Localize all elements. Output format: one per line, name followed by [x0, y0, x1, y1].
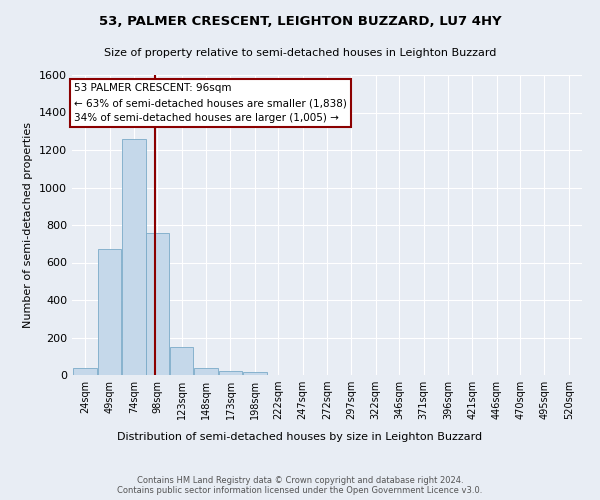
Text: Contains HM Land Registry data © Crown copyright and database right 2024.
Contai: Contains HM Land Registry data © Crown c…: [118, 476, 482, 495]
Bar: [146, 232, 169, 375]
Text: 53 PALMER CRESCENT: 96sqm
← 63% of semi-detached houses are smaller (1,838)
34% : 53 PALMER CRESCENT: 96sqm ← 63% of semi-…: [74, 84, 347, 123]
Text: Distribution of semi-detached houses by size in Leighton Buzzard: Distribution of semi-detached houses by …: [118, 432, 482, 442]
Bar: [170, 347, 193, 375]
Y-axis label: Number of semi-detached properties: Number of semi-detached properties: [23, 122, 34, 328]
Bar: [194, 368, 218, 375]
Bar: [73, 368, 97, 375]
Bar: [98, 250, 121, 375]
Bar: [122, 138, 146, 375]
Text: Size of property relative to semi-detached houses in Leighton Buzzard: Size of property relative to semi-detach…: [104, 48, 496, 58]
Bar: [219, 371, 242, 375]
Bar: [243, 372, 266, 375]
Text: 53, PALMER CRESCENT, LEIGHTON BUZZARD, LU7 4HY: 53, PALMER CRESCENT, LEIGHTON BUZZARD, L…: [98, 15, 502, 28]
